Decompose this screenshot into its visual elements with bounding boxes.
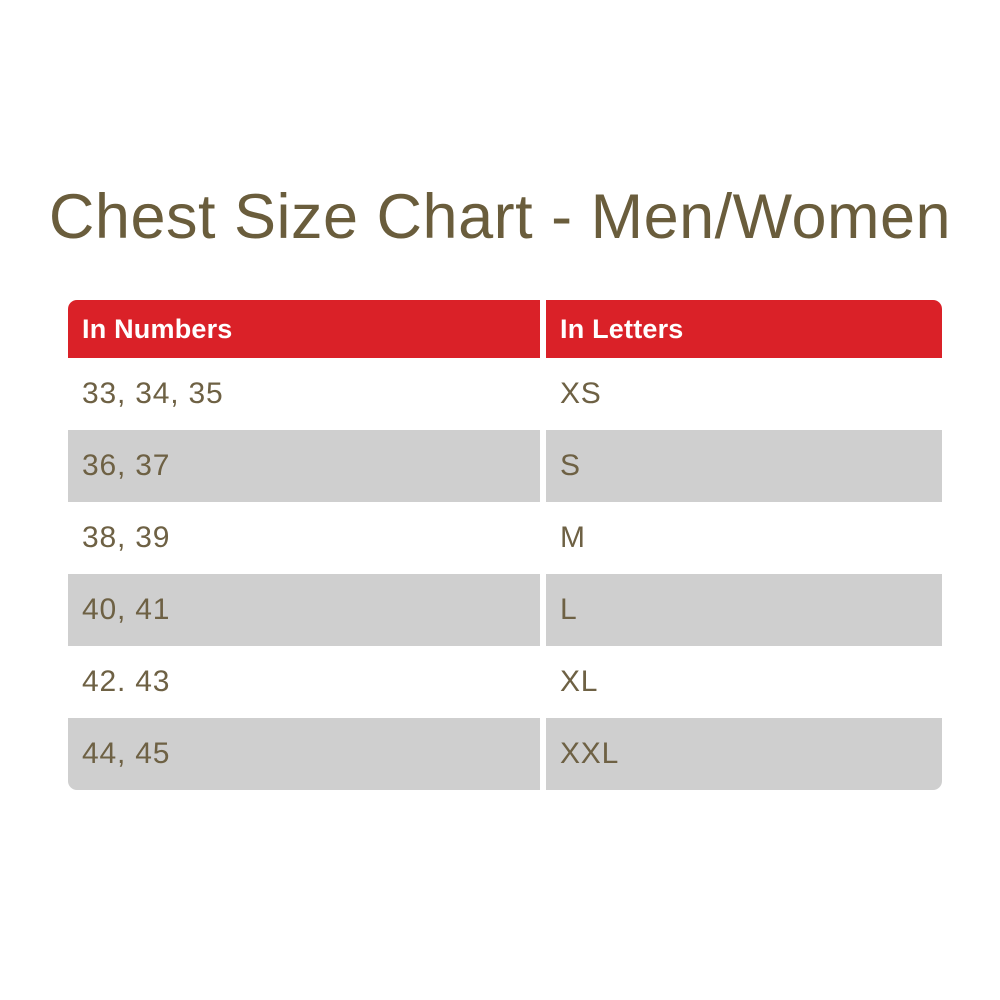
cell-numbers: 33, 34, 35 [68, 358, 540, 430]
cell-letters: M [546, 502, 942, 574]
cell-numbers: 38, 39 [68, 502, 540, 574]
size-table: In Numbers In Letters 33, 34, 35 XS 36, … [68, 300, 942, 790]
cell-numbers: 36, 37 [68, 430, 540, 502]
table-row: 40, 41 L [68, 574, 942, 646]
table-header-row: In Numbers In Letters [68, 300, 942, 358]
table-row: 33, 34, 35 XS [68, 358, 942, 430]
page-title: Chest Size Chart - Men/Women [48, 182, 952, 252]
cell-letters: XS [546, 358, 942, 430]
cell-letters: L [546, 574, 942, 646]
table-row: 38, 39 M [68, 502, 942, 574]
cell-letters: XL [546, 646, 942, 718]
table-row: 42. 43 XL [68, 646, 942, 718]
table-row: 44, 45 XXL [68, 718, 942, 790]
cell-numbers: 44, 45 [68, 718, 540, 790]
header-in-letters: In Letters [546, 300, 942, 358]
table-row: 36, 37 S [68, 430, 942, 502]
cell-letters: S [546, 430, 942, 502]
header-in-numbers: In Numbers [68, 300, 540, 358]
cell-numbers: 42. 43 [68, 646, 540, 718]
table-body: 33, 34, 35 XS 36, 37 S 38, 39 M 40, 41 L… [68, 358, 942, 790]
cell-letters: XXL [546, 718, 942, 790]
cell-numbers: 40, 41 [68, 574, 540, 646]
